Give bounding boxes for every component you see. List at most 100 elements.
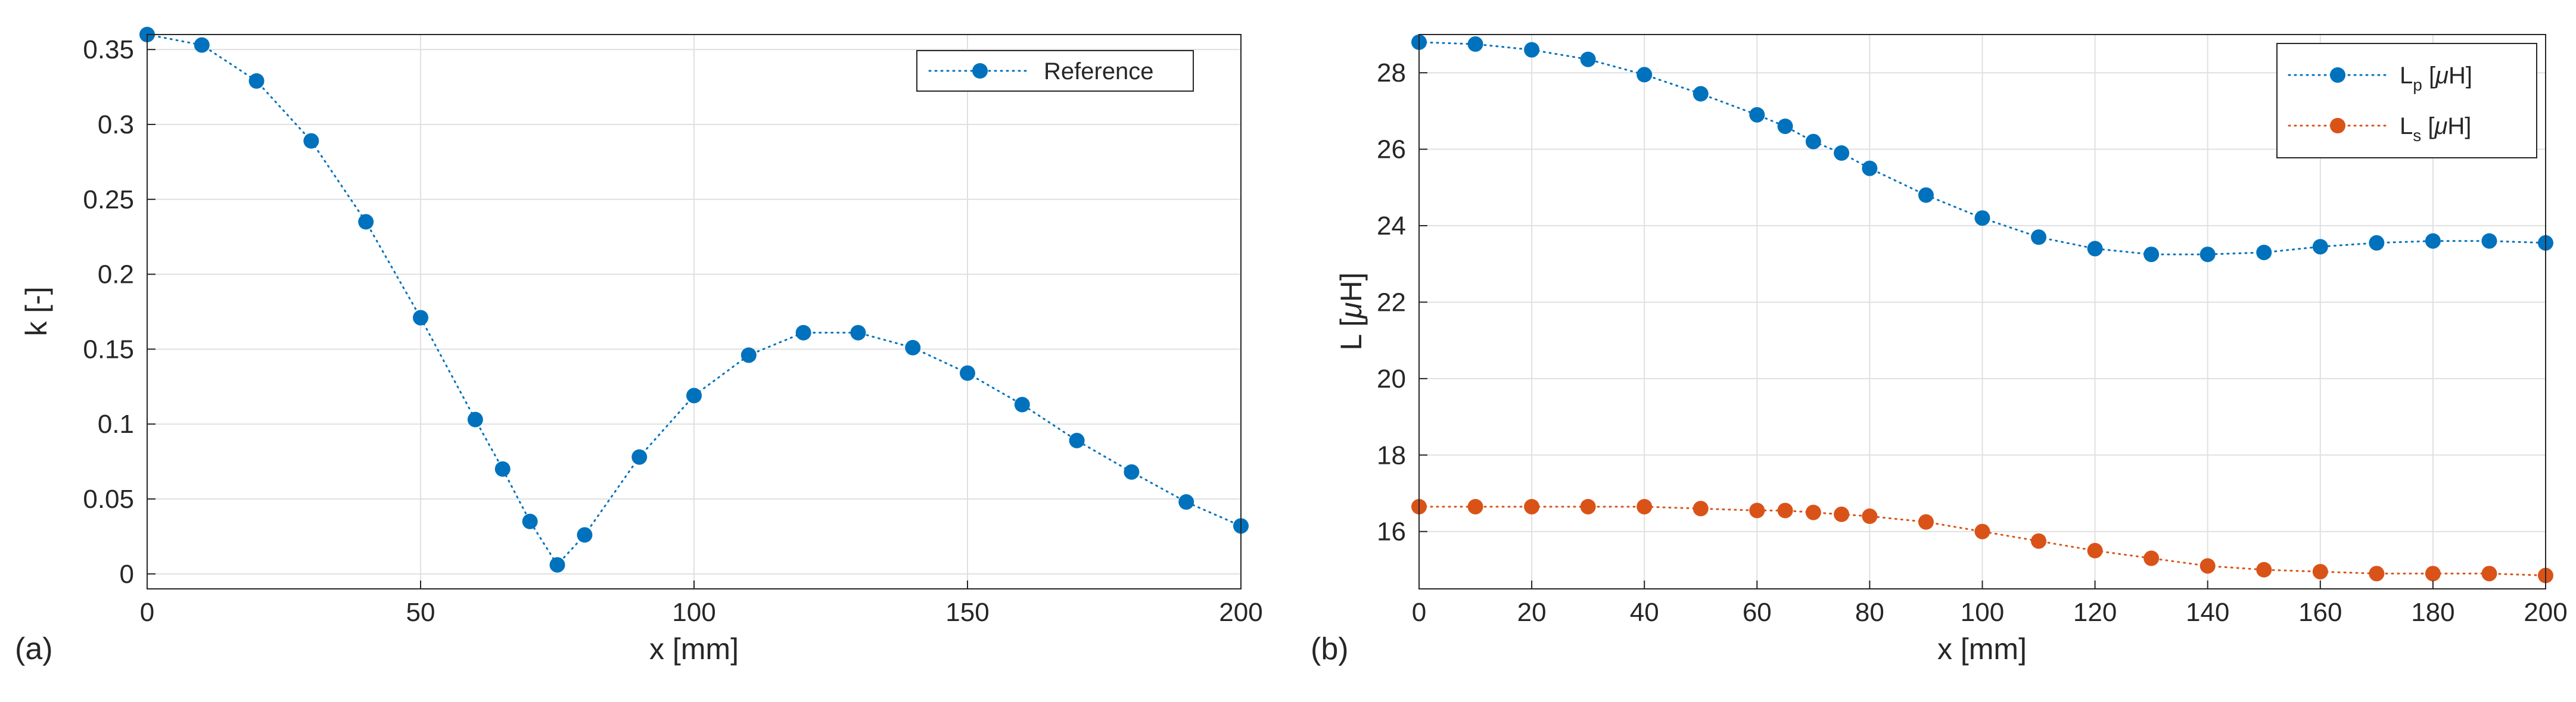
b-y-tick-label: 18 (1377, 441, 1406, 470)
b-x-tick-label: 160 (2298, 598, 2342, 627)
chart-b-legend-label-ls: Ls [μH] (2400, 113, 2471, 145)
b-series-0-point (2143, 247, 2160, 263)
a-series-0-point (549, 557, 565, 573)
chart-a-legend-label-reference: Reference (1044, 58, 1154, 85)
a-series-0-point (960, 365, 975, 381)
b-series-0-point (1974, 210, 1990, 226)
b-series-1-point (1693, 501, 1709, 517)
b-x-tick-label: 140 (2186, 598, 2229, 627)
b-y-tick-label: 26 (1377, 135, 1406, 164)
chart-a-x-axis-label: x [mm] (649, 632, 739, 666)
b-series-1-point (1749, 503, 1765, 519)
b-series-0-point (1637, 67, 1653, 83)
b-series-1-point (1524, 498, 1540, 514)
a-y-tick-label: 0.3 (98, 110, 134, 139)
legend-ls-main: L (2400, 113, 2413, 139)
b-series-1-point (1834, 506, 1850, 522)
b-series-1-point (2031, 533, 2047, 549)
b-series-0-point (2087, 241, 2103, 257)
legend-ls-sub: s (2413, 126, 2421, 145)
b-series-0-point (1918, 187, 1934, 203)
b-y-tick-label: 22 (1377, 288, 1406, 317)
b-series-1-point (2312, 564, 2328, 580)
a-series-0-point (631, 449, 648, 465)
b-series-1-point (2425, 566, 2441, 582)
b-series-1-point (1805, 504, 1821, 520)
a-y-tick-label: 0.1 (98, 410, 134, 439)
b-series-0-point (1862, 160, 1878, 176)
legend-lp-mu: μ (2435, 63, 2449, 89)
b-series-1-point (1580, 498, 1596, 514)
b-series-1-point (2143, 550, 2160, 566)
legend-lp-main: L (2400, 63, 2413, 89)
b-series-1-point (2256, 561, 2272, 578)
a-y-tick-label: 0.2 (98, 260, 134, 289)
a-series-0-point (522, 513, 538, 529)
chart-b-x-axis-label: x [mm] (1937, 632, 2027, 666)
legend-lp-open: [ (2422, 63, 2435, 89)
chart-a-legend-box (916, 50, 1194, 92)
chart-b-legend-marker-ls (2330, 118, 2345, 133)
a-series-0-point (850, 325, 866, 341)
chart-a-panel-label: (a) (15, 632, 53, 666)
b-y-tick-label: 20 (1377, 364, 1406, 394)
legend-ls-open: [ (2421, 113, 2434, 139)
legend-lp-sub: p (2413, 76, 2422, 94)
a-y-tick-label: 0.35 (83, 35, 134, 64)
b-series-0-point (2199, 247, 2216, 263)
b-series-1-point (1777, 503, 1793, 519)
a-series-0-point (686, 388, 702, 404)
chart-a: 0 50 100 150 200 00.050.10.150.20.250.30.35 … (15, 27, 1263, 666)
b-x-tick-label: 60 (1743, 598, 1772, 627)
a-series-0-point (358, 214, 374, 230)
chart-a-y-ticks: 0 0.05 0.1 0.15 0.2 0.25 0.3 0.35 (83, 35, 155, 589)
a-series-0-point (1069, 432, 1085, 448)
a-x-tick-label: 50 (406, 598, 435, 627)
chart-b-x-ticks: 0 20 40 60 80 100 120 140 160 180 200 (1412, 581, 2568, 627)
b-y-tick-label: 16 (1377, 517, 1406, 547)
chart-a-points (139, 27, 1249, 573)
chart-a-legend: Reference (916, 50, 1194, 92)
a-x-tick-label: 150 (945, 598, 989, 627)
a-series-0-point (413, 310, 428, 326)
a-x-tick-label: 0 (140, 598, 154, 627)
legend-lp-close: H] (2449, 63, 2472, 89)
a-series-0-point (1178, 494, 1194, 510)
b-series-0-point (2369, 235, 2385, 251)
b-x-tick-label: 0 (1412, 598, 1426, 627)
a-series-0-point (795, 325, 811, 341)
b-series-0-point (1749, 107, 1765, 123)
chart-b-legend-box (2276, 43, 2537, 158)
chart-a-x-ticks: 0 50 100 150 200 (140, 581, 1263, 627)
b-series-0-point (1467, 36, 1483, 52)
b-series-1-point (1862, 508, 1878, 525)
b-series-0-point (1777, 118, 1793, 135)
legend-ls-close: H] (2447, 113, 2471, 139)
a-series-0-point (248, 73, 265, 89)
b-series-0-point (2031, 229, 2047, 245)
b-series-1-point (1637, 498, 1653, 514)
chart-b-y-axis-label: L [μH] (1334, 272, 1368, 350)
b-series-0-point (1805, 133, 1821, 149)
b-series-1-point (1467, 498, 1483, 514)
chart-a-legend-marker (972, 63, 988, 79)
b-y-tick-label: 24 (1377, 211, 1406, 241)
b-series-0-point (1693, 86, 1709, 102)
b-x-tick-label: 200 (2524, 598, 2567, 627)
chart-a-y-axis-label: k [-] (20, 286, 53, 336)
chart-b-legend: Lp [μH] Ls [μH] (2276, 43, 2537, 158)
b-series-1-point (2199, 558, 2216, 574)
b-series-0-point (2312, 239, 2328, 255)
b-x-tick-label: 80 (1855, 598, 1884, 627)
chart-b-panel-label: (b) (1311, 632, 1349, 666)
b-series-1-point (1918, 514, 1934, 530)
a-series-0-point (194, 37, 210, 53)
b-y-tick-label: 28 (1377, 58, 1406, 88)
b-series-0-point (1524, 42, 1540, 58)
a-series-0-point (905, 339, 921, 355)
b-series-1-point (2369, 566, 2385, 582)
chart-a-grid (147, 35, 1242, 589)
b-series-1-point (2481, 566, 2497, 582)
legend-ls-mu: μ (2434, 113, 2447, 139)
